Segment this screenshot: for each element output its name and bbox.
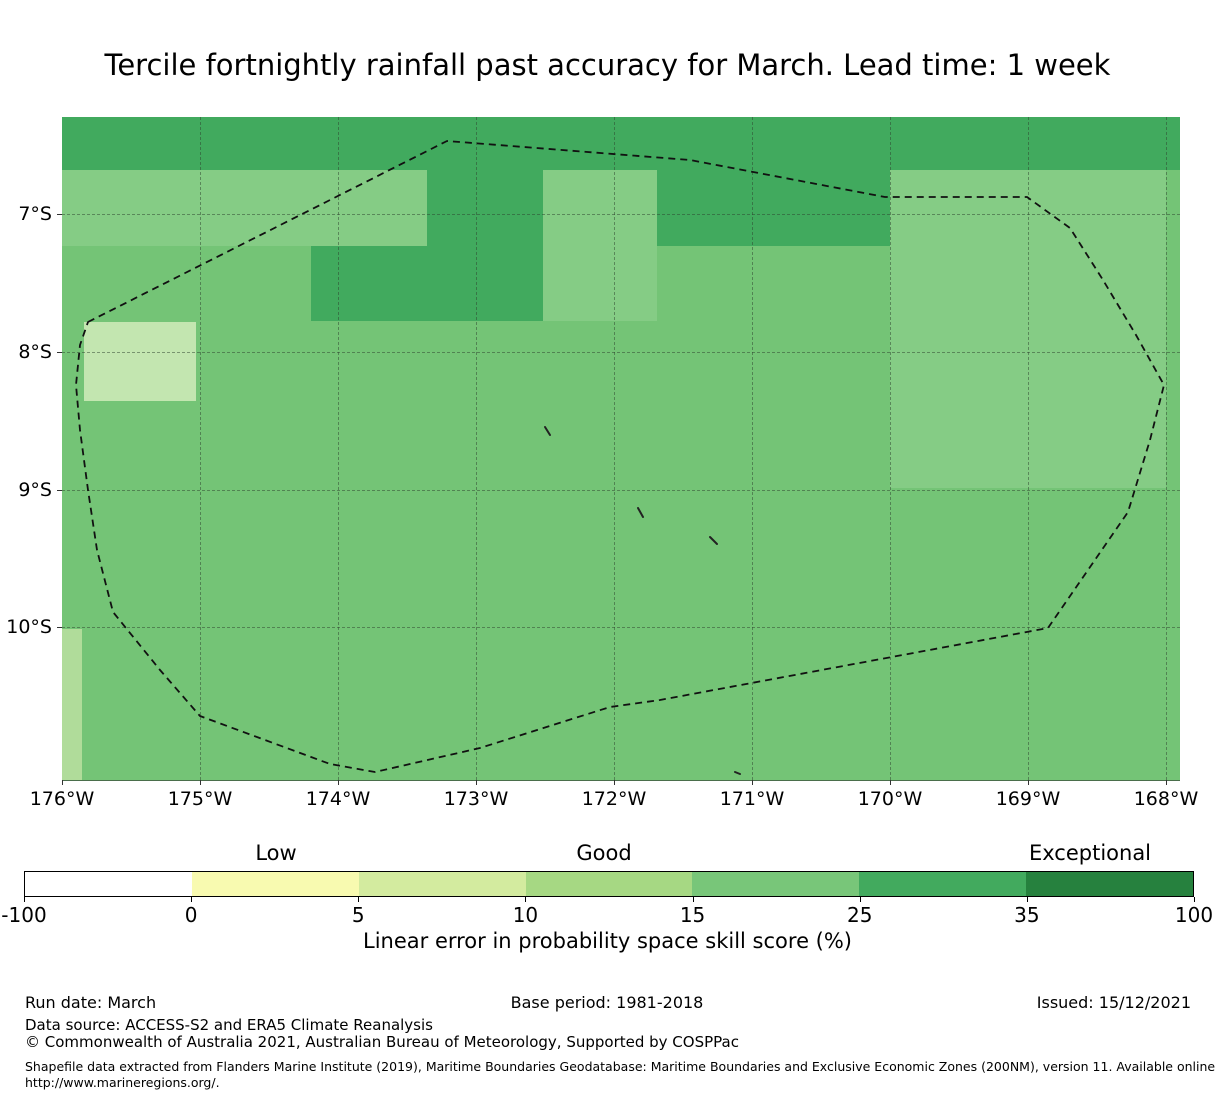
latitude-gridline xyxy=(62,490,1180,491)
colorbar-tick xyxy=(525,897,527,902)
colorbar-tick-label: 0 xyxy=(184,903,198,927)
x-axis-tick-label: 168°W xyxy=(1133,788,1199,810)
x-axis-tick-label: 174°W xyxy=(305,788,371,810)
longitude-gridline xyxy=(476,117,477,780)
x-axis-tick-label: 176°W xyxy=(29,788,95,810)
longitude-gridline xyxy=(338,117,339,780)
x-axis-tick xyxy=(1166,780,1167,785)
longitude-gridline xyxy=(1166,117,1167,780)
colorbar-segment-6 xyxy=(1026,872,1193,896)
colorbar-segment-1 xyxy=(191,872,359,896)
map-cell-bin-5-10 xyxy=(84,322,196,401)
colorbar-tick xyxy=(859,897,861,902)
x-axis-tick xyxy=(1028,780,1029,785)
colorbar-tick xyxy=(1026,897,1028,902)
colorbar-tick xyxy=(358,897,360,902)
longitude-gridline xyxy=(890,117,891,780)
longitude-gridline xyxy=(1028,117,1029,780)
colorbar-segment-4 xyxy=(692,872,860,896)
legend-label-exceptional: Exceptional xyxy=(1028,841,1152,865)
colorbar xyxy=(24,871,1194,897)
colorbar-tick-label: 100 xyxy=(1174,903,1214,927)
colorbar-segment-0 xyxy=(25,872,192,896)
y-axis-tick-label: 7°S xyxy=(18,203,52,225)
data-source-text: Data source: ACCESS-S2 and ERA5 Climate … xyxy=(25,1016,433,1034)
map-cell-bin-25-35 xyxy=(427,170,543,321)
longitude-gridline xyxy=(752,117,753,780)
colorbar-tick-label: -100 xyxy=(1,903,47,927)
y-axis-tick-label: 8°S xyxy=(18,341,52,363)
y-axis-tick xyxy=(57,214,62,215)
x-axis-tick-label: 169°W xyxy=(995,788,1061,810)
map-cell-bin-25-35 xyxy=(311,246,427,321)
y-axis-tick xyxy=(57,627,62,628)
x-axis-tick xyxy=(62,780,63,785)
y-axis-tick xyxy=(57,352,62,353)
x-axis-tick-label: 173°W xyxy=(443,788,509,810)
x-axis-tick-label: 172°W xyxy=(581,788,647,810)
map-cell-bin-10-15 xyxy=(62,170,427,246)
x-axis-tick xyxy=(890,780,891,785)
y-axis-tick-label: 10°S xyxy=(6,616,52,638)
x-axis-tick xyxy=(752,780,753,785)
map-cell-bin-25-35 xyxy=(657,170,890,246)
map-cell-bin-25-35 xyxy=(62,117,1180,170)
shapefile-attribution-url: http://www.marineregions.org/. xyxy=(25,1075,220,1090)
colorbar-tick-label: 25 xyxy=(846,903,873,927)
map-overlay-svg xyxy=(75,140,1165,775)
colorbar-tick xyxy=(24,897,25,902)
colorbar-segment-2 xyxy=(358,872,526,896)
colorbar-tick xyxy=(692,897,694,902)
colorbar-tick-label: 10 xyxy=(512,903,539,927)
colorbar-segment-5 xyxy=(859,872,1027,896)
legend-label-good: Good xyxy=(576,841,632,865)
copyright-text: © Commonwealth of Australia 2021, Austra… xyxy=(25,1033,739,1051)
colorbar-tick xyxy=(1194,897,1195,902)
colorbar-tick-label: 15 xyxy=(679,903,706,927)
colorbar-segment-3 xyxy=(525,872,693,896)
base-period-text: Base period: 1981-2018 xyxy=(510,993,704,1012)
longitude-gridline xyxy=(200,117,201,780)
map-cell-bin-10-15 xyxy=(543,170,657,321)
colorbar-tick-label: 35 xyxy=(1014,903,1040,927)
shapefile-attribution-line1: Shapefile data extracted from Flanders M… xyxy=(25,1059,1215,1074)
island-mark xyxy=(734,771,741,775)
legend-label-low: Low xyxy=(255,841,297,865)
chart-title: Tercile fortnightly rainfall past accura… xyxy=(104,48,1111,82)
x-axis-tick-label: 171°W xyxy=(719,788,785,810)
x-axis-tick xyxy=(200,780,201,785)
issued-date-text: Issued: 15/12/2021 xyxy=(1036,993,1191,1012)
latitude-gridline xyxy=(62,352,1180,353)
island-mark xyxy=(637,507,644,518)
map-cell-bin-10-15 xyxy=(62,629,82,780)
y-axis-tick-label: 9°S xyxy=(18,479,52,501)
y-axis-tick xyxy=(57,490,62,491)
colorbar-tick-label: 5 xyxy=(351,903,365,927)
x-axis-tick-label: 175°W xyxy=(167,788,233,810)
eez-boundary-dashed-line xyxy=(75,140,1165,773)
x-axis-tick-label: 170°W xyxy=(857,788,923,810)
latitude-gridline xyxy=(62,214,1180,215)
longitude-gridline xyxy=(614,117,615,780)
colorbar-tick xyxy=(191,897,193,902)
x-axis-tick xyxy=(476,780,477,785)
run-date-text: Run date: March xyxy=(25,993,157,1012)
latitude-gridline xyxy=(62,627,1180,628)
x-axis-tick xyxy=(338,780,339,785)
map-plot xyxy=(62,117,1180,781)
island-mark xyxy=(709,536,718,545)
island-mark xyxy=(544,426,551,436)
x-axis-tick xyxy=(614,780,615,785)
colorbar-axis-label: Linear error in probability space skill … xyxy=(363,929,852,953)
